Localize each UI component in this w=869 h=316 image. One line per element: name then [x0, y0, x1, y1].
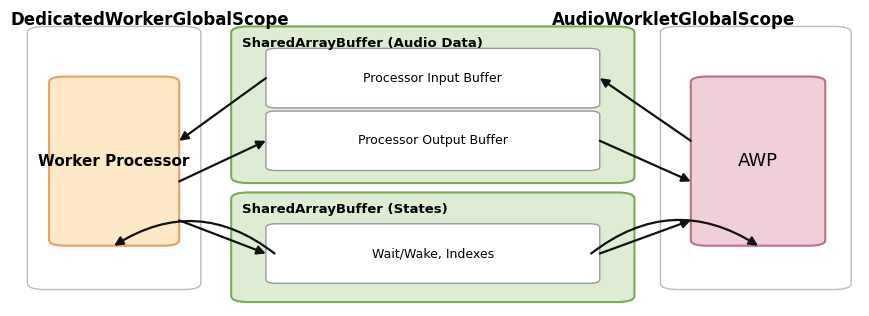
Text: AWP: AWP	[737, 152, 777, 170]
FancyBboxPatch shape	[28, 27, 201, 289]
Text: Worker Processor: Worker Processor	[38, 154, 189, 169]
FancyBboxPatch shape	[231, 27, 634, 183]
FancyBboxPatch shape	[266, 111, 599, 171]
FancyBboxPatch shape	[266, 48, 599, 108]
Text: Processor Input Buffer: Processor Input Buffer	[363, 72, 501, 85]
Text: SharedArrayBuffer (States): SharedArrayBuffer (States)	[242, 203, 447, 216]
Text: DedicatedWorkerGlobalScope: DedicatedWorkerGlobalScope	[10, 11, 289, 29]
Text: SharedArrayBuffer (Audio Data): SharedArrayBuffer (Audio Data)	[242, 37, 482, 50]
Text: Wait/Wake, Indexes: Wait/Wake, Indexes	[371, 247, 494, 260]
Text: Processor Output Buffer: Processor Output Buffer	[357, 134, 507, 147]
FancyBboxPatch shape	[660, 27, 850, 289]
FancyBboxPatch shape	[49, 76, 179, 246]
Text: AudioWorkletGlobalScope: AudioWorkletGlobalScope	[552, 11, 794, 29]
FancyBboxPatch shape	[231, 192, 634, 302]
FancyBboxPatch shape	[690, 76, 825, 246]
FancyBboxPatch shape	[266, 224, 599, 283]
